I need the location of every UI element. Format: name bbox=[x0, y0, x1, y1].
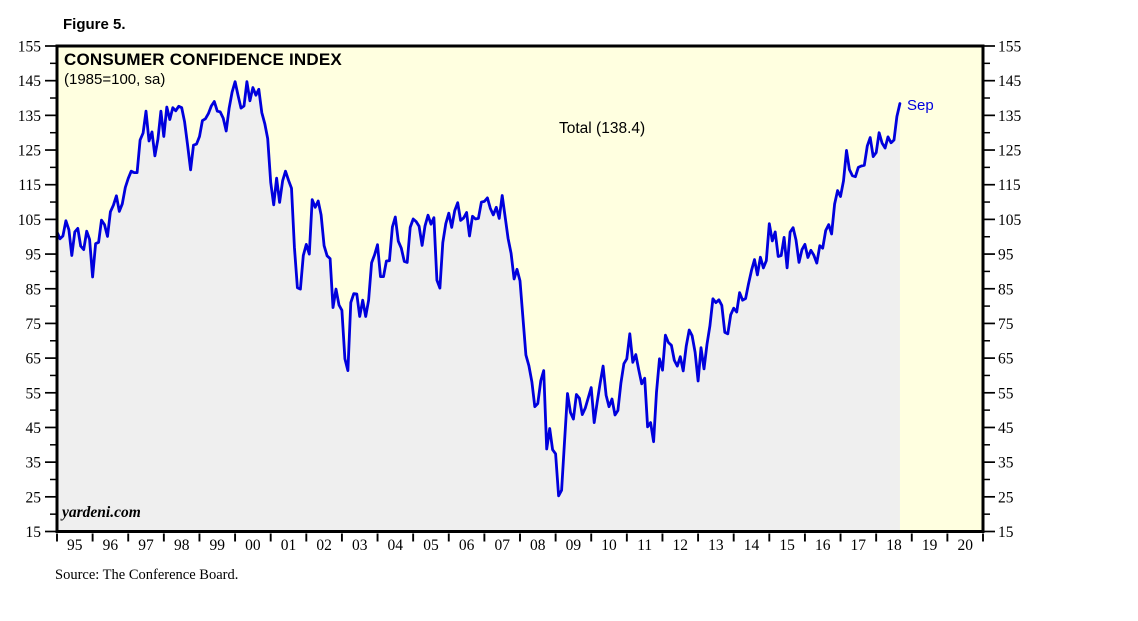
x-axis-year-label: 16 bbox=[815, 537, 831, 554]
confidence-line bbox=[55, 80, 902, 498]
y-axis-label-right: 65 bbox=[998, 351, 1014, 368]
y-axis-label-right: 125 bbox=[998, 143, 1022, 160]
y-axis-label-right: 25 bbox=[998, 489, 1014, 506]
y-axis-label-left: 65 bbox=[26, 351, 42, 368]
x-axis-year-label: 99 bbox=[210, 537, 226, 554]
x-axis-year-label: 04 bbox=[388, 537, 404, 554]
y-axis-label-left: 135 bbox=[18, 108, 42, 125]
x-axis-year-label: 20 bbox=[957, 537, 973, 554]
y-axis-label-right: 155 bbox=[998, 39, 1022, 56]
watermark-yardeni: yardeni.com bbox=[62, 504, 141, 521]
x-axis-year-label: 00 bbox=[245, 537, 261, 554]
x-axis-year-label: 18 bbox=[886, 537, 902, 554]
x-axis-year-label: 15 bbox=[779, 537, 795, 554]
x-axis-year-label: 05 bbox=[423, 537, 439, 554]
x-axis-year-label: 09 bbox=[566, 537, 582, 554]
x-axis-year-label: 01 bbox=[281, 537, 297, 554]
y-axis-label-left: 55 bbox=[26, 385, 42, 402]
x-axis-year-label: 95 bbox=[67, 537, 83, 554]
y-axis-label-left: 145 bbox=[18, 73, 42, 90]
x-axis-year-label: 14 bbox=[744, 537, 760, 554]
figure-label: Figure 5. bbox=[63, 16, 126, 33]
x-axis-year-label: 13 bbox=[708, 537, 724, 554]
y-axis-label-left: 95 bbox=[26, 247, 42, 264]
y-axis-label-right: 75 bbox=[998, 316, 1014, 333]
x-axis-year-label: 11 bbox=[637, 537, 652, 554]
y-axis-label-right: 35 bbox=[998, 455, 1014, 472]
y-axis-label-left: 85 bbox=[26, 281, 42, 298]
plot-frame bbox=[55, 44, 985, 533]
y-axis-label-right: 85 bbox=[998, 281, 1014, 298]
x-axis-year-label: 10 bbox=[601, 537, 617, 554]
x-axis-year-label: 98 bbox=[174, 537, 190, 554]
series-total-label: Total (138.4) bbox=[559, 120, 646, 137]
y-axis-label-left: 155 bbox=[18, 39, 42, 56]
x-axis-year-label: 08 bbox=[530, 537, 546, 554]
y-axis-label-right: 105 bbox=[998, 212, 1022, 229]
y-axis-label-left: 35 bbox=[26, 455, 42, 472]
confidence-area bbox=[57, 81, 900, 532]
x-axis-year-label: 07 bbox=[494, 537, 510, 554]
y-axis-label-right: 145 bbox=[998, 73, 1022, 90]
y-axis-label-left: 125 bbox=[18, 143, 42, 160]
chart-subtitle: (1985=100, sa) bbox=[64, 71, 166, 88]
y-axis-label-left: 25 bbox=[26, 489, 42, 506]
x-axis-year-label: 06 bbox=[459, 537, 475, 554]
x-axis-year-label: 17 bbox=[851, 537, 867, 554]
y-axis-label-left: 45 bbox=[26, 420, 42, 437]
y-axis-label-right: 115 bbox=[998, 177, 1021, 194]
y-axis-label-left: 105 bbox=[18, 212, 42, 229]
latest-point-label: Sep bbox=[907, 97, 934, 114]
x-axis-year-label: 19 bbox=[922, 537, 938, 554]
y-axis-label-right: 135 bbox=[998, 108, 1022, 125]
x-axis-year-label: 03 bbox=[352, 537, 368, 554]
y-axis-label-right: 15 bbox=[998, 524, 1014, 541]
y-axis-label-right: 95 bbox=[998, 247, 1014, 264]
x-axis-year-label: 12 bbox=[673, 537, 689, 554]
y-axis-label-left: 75 bbox=[26, 316, 42, 333]
chart-title: CONSUMER CONFIDENCE INDEX bbox=[64, 50, 342, 69]
x-axis-year-label: 02 bbox=[316, 537, 332, 554]
y-axis-label-right: 45 bbox=[998, 420, 1014, 437]
y-axis-label-right: 55 bbox=[998, 385, 1014, 402]
x-axis-year-label: 96 bbox=[103, 537, 119, 554]
y-axis-label-left: 15 bbox=[26, 524, 42, 541]
x-axis-year-label: 97 bbox=[138, 537, 154, 554]
y-axis-label-left: 115 bbox=[18, 177, 41, 194]
source-note: Source: The Conference Board. bbox=[55, 567, 239, 583]
